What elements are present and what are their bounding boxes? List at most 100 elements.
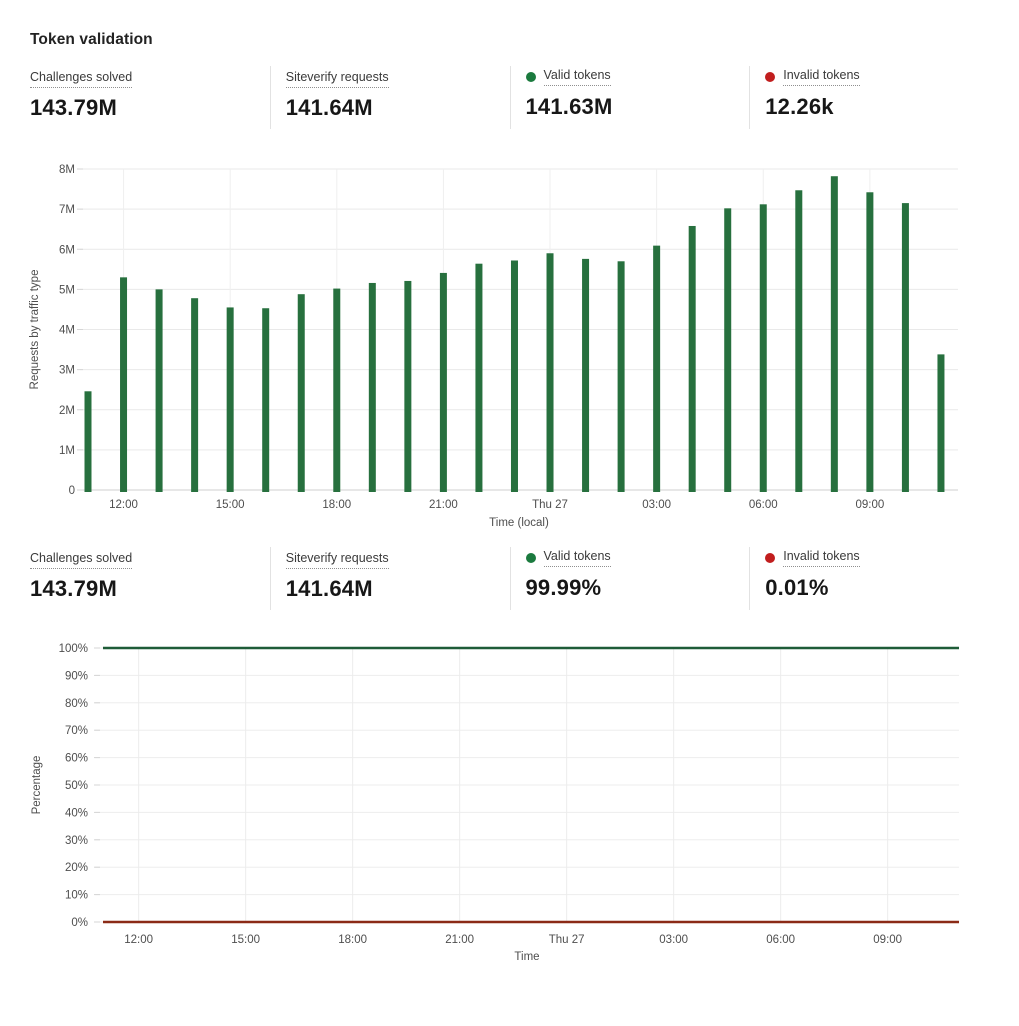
svg-text:0%: 0% xyxy=(71,917,88,929)
svg-text:70%: 70% xyxy=(65,725,88,737)
stat-label: Siteverify requests xyxy=(285,70,389,88)
stat-siteverify-requests: Siteverify requests 141.64M xyxy=(269,66,510,129)
svg-text:12:00: 12:00 xyxy=(109,499,138,511)
token-percentage-line-chart[interactable]: 0% 10% 20% 30% 40% 50% 60% 70% 80% 90% 100% 12:00 15… xyxy=(0,632,1019,978)
valid-tokens-label[interactable]: Valid tokens xyxy=(543,68,611,86)
valid-tokens-dot-icon xyxy=(525,552,536,563)
valid-tokens-label[interactable]: Valid tokens xyxy=(543,549,611,567)
svg-text:5M: 5M xyxy=(59,284,75,296)
svg-text:2M: 2M xyxy=(59,405,75,417)
svg-text:90%: 90% xyxy=(65,670,88,682)
svg-text:20%: 20% xyxy=(65,862,88,874)
svg-text:3M: 3M xyxy=(59,365,75,377)
stat-label: Siteverify requests xyxy=(285,551,389,569)
stat-label: Valid tokens xyxy=(525,68,611,86)
stat-label: Invalid tokens xyxy=(765,68,860,86)
bar[interactable] xyxy=(901,203,909,492)
svg-text:03:00: 03:00 xyxy=(659,934,688,946)
svg-text:Requests by traffic type: Requests by traffic type xyxy=(29,270,41,390)
bar[interactable] xyxy=(191,298,199,492)
svg-text:1M: 1M xyxy=(59,445,75,457)
svg-text:Time: Time xyxy=(514,951,539,963)
svg-text:40%: 40% xyxy=(65,807,88,819)
bar[interactable] xyxy=(830,176,838,492)
svg-text:Percentage: Percentage xyxy=(31,756,43,815)
bar[interactable] xyxy=(404,280,412,492)
svg-text:21:00: 21:00 xyxy=(429,499,458,511)
stat-label: Valid tokens xyxy=(525,549,611,567)
bar[interactable] xyxy=(510,260,518,492)
stats-row-top: Challenges solved 143.79M Siteverify req… xyxy=(30,66,989,129)
svg-text:18:00: 18:00 xyxy=(338,934,367,946)
bar[interactable] xyxy=(155,289,163,492)
invalid-tokens-label[interactable]: Invalid tokens xyxy=(783,549,860,567)
bar[interactable] xyxy=(653,245,661,492)
svg-text:03:00: 03:00 xyxy=(642,499,671,511)
stat-invalid-tokens: Invalid tokens 12.26k xyxy=(749,66,989,129)
bar[interactable] xyxy=(297,294,305,492)
svg-text:100%: 100% xyxy=(59,643,88,655)
bar[interactable] xyxy=(475,263,483,492)
svg-text:Time (local): Time (local) xyxy=(489,517,549,529)
challenges-solved-label[interactable]: Challenges solved xyxy=(30,551,133,569)
bar[interactable] xyxy=(724,208,732,492)
bar[interactable] xyxy=(546,253,554,492)
requests-by-traffic-bar-chart[interactable]: 0 1M 2M 3M 4M 5M 6M 7M 8M 12:00 15:00 18:00 21:00 Thu… xyxy=(0,152,1019,532)
siteverify-requests-value: 141.64M xyxy=(285,575,373,601)
bar[interactable] xyxy=(226,307,234,492)
svg-text:06:00: 06:00 xyxy=(766,934,795,946)
bar[interactable] xyxy=(582,258,590,492)
svg-text:4M: 4M xyxy=(59,325,75,337)
svg-text:18:00: 18:00 xyxy=(322,499,351,511)
stat-label: Invalid tokens xyxy=(765,549,860,567)
svg-text:6M: 6M xyxy=(59,244,75,256)
bar[interactable] xyxy=(120,277,128,492)
svg-text:15:00: 15:00 xyxy=(231,934,260,946)
stat-siteverify-requests: Siteverify requests 141.64M xyxy=(269,547,510,610)
valid-tokens-value: 141.63M xyxy=(525,93,613,119)
siteverify-requests-label[interactable]: Siteverify requests xyxy=(285,551,389,569)
svg-text:Thu 27: Thu 27 xyxy=(532,499,568,511)
panel-title: Token validation xyxy=(30,31,153,48)
svg-text:50%: 50% xyxy=(65,780,88,792)
bar[interactable] xyxy=(333,288,341,492)
valid-tokens-percent-value: 99.99% xyxy=(525,574,602,600)
stats-row-bottom: Challenges solved 143.79M Siteverify req… xyxy=(30,547,989,610)
svg-text:09:00: 09:00 xyxy=(873,934,902,946)
siteverify-requests-value: 141.64M xyxy=(285,94,373,120)
valid-tokens-dot-icon xyxy=(525,71,536,82)
bar[interactable] xyxy=(439,272,447,492)
bar[interactable] xyxy=(368,282,376,492)
challenges-solved-label[interactable]: Challenges solved xyxy=(30,70,133,88)
svg-text:0: 0 xyxy=(69,485,75,497)
siteverify-requests-label[interactable]: Siteverify requests xyxy=(285,70,389,88)
svg-text:15:00: 15:00 xyxy=(216,499,245,511)
svg-text:Thu 27: Thu 27 xyxy=(549,934,585,946)
invalid-tokens-value: 12.26k xyxy=(765,93,834,119)
invalid-tokens-dot-icon xyxy=(765,71,776,82)
invalid-tokens-percent-value: 0.01% xyxy=(765,574,829,600)
bar[interactable] xyxy=(795,190,803,493)
stat-challenges-solved: Challenges solved 143.79M xyxy=(30,66,270,129)
invalid-tokens-dot-icon xyxy=(765,552,776,563)
stat-challenges-solved: Challenges solved 143.79M xyxy=(30,547,270,610)
stat-label: Challenges solved xyxy=(30,551,133,569)
svg-text:09:00: 09:00 xyxy=(855,499,884,511)
bar[interactable] xyxy=(688,225,696,492)
challenges-solved-value: 143.79M xyxy=(30,94,118,120)
svg-text:60%: 60% xyxy=(65,753,88,765)
bar[interactable] xyxy=(84,391,92,492)
svg-text:8M: 8M xyxy=(59,164,75,176)
stat-valid-tokens-percent: Valid tokens 99.99% xyxy=(509,547,750,610)
bar[interactable] xyxy=(866,192,874,492)
invalid-tokens-label[interactable]: Invalid tokens xyxy=(783,68,860,86)
bar[interactable] xyxy=(262,308,270,492)
bar[interactable] xyxy=(937,354,945,492)
stat-valid-tokens: Valid tokens 141.63M xyxy=(509,66,750,129)
svg-text:7M: 7M xyxy=(59,204,75,216)
svg-text:12:00: 12:00 xyxy=(124,934,153,946)
svg-text:06:00: 06:00 xyxy=(749,499,778,511)
bar[interactable] xyxy=(617,261,625,492)
bar[interactable] xyxy=(759,204,767,492)
stat-label: Challenges solved xyxy=(30,70,133,88)
